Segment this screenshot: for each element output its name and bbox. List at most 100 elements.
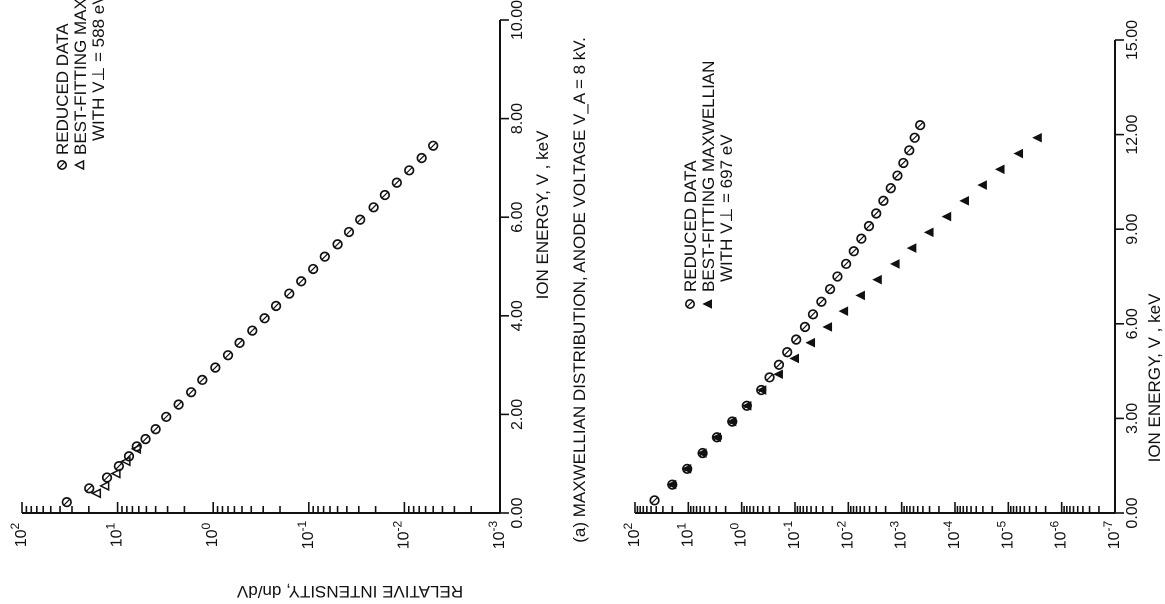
bottom-legend-label-reduced-data: REDUCED DATA: [681, 160, 700, 292]
bottom-x-tick-label: 9.00: [1124, 214, 1141, 245]
bottom-maxwellian-fit-point: [822, 322, 833, 332]
bottom-maxwellian-fit-point: [838, 306, 849, 316]
top-reduced-data-point: [222, 350, 234, 361]
bottom-y-tick-label: 10-1: [781, 520, 803, 549]
top-reduced-data-point: [234, 337, 245, 349]
bottom-maxwellian-fit-point: [741, 400, 752, 411]
bottom-reduced-data-point: [832, 271, 843, 282]
bottom-reduced-data-point: [816, 296, 827, 307]
top-caption: (a) MAXWELLIAN DISTRIBUTION, ANODE VOLTA…: [570, 37, 589, 543]
bottom-reduced-data-point: [799, 321, 811, 333]
bottom-maxwellian-fit-point: [1032, 132, 1042, 143]
top-reduced-data-point: [210, 362, 221, 373]
bottom-maxwellian-fit-point: [872, 274, 882, 285]
top-reduced-data-point: [355, 214, 366, 225]
bottom-reduced-data-point: [871, 208, 882, 219]
bottom-legend-label-best-fit: BEST-FITTING MAXWELLIAN: [699, 61, 718, 292]
top-y-tick-label: 102: [8, 522, 30, 547]
top-x-tick-label: 0.00: [509, 497, 526, 528]
bottom-y-tick-label: 101: [674, 522, 696, 547]
bottom-reduced-data-point: [807, 309, 819, 320]
top-x-tick-label: 8.00: [509, 103, 526, 134]
top-maxwellian-fit-point: [130, 443, 142, 455]
bottom-maxwellian-fit-point: [977, 180, 987, 190]
bottom-y-tick-label: 10-7: [1101, 520, 1123, 549]
top-reduced-data-point: [416, 152, 427, 164]
bottom-maxwellian-fit-point: [696, 448, 707, 458]
top-x-tick-label: 10.00: [509, 0, 526, 40]
bottom-reduced-data-point: [824, 283, 836, 295]
open-circle-marker-icon: [685, 299, 695, 309]
top-reduced-data-point: [140, 433, 151, 445]
bottom-y-tick-label: 10-2: [834, 520, 856, 549]
bottom-y-tick-label: 10-5: [994, 520, 1016, 549]
bottom-y-tick-label: 10-3: [888, 520, 910, 549]
bottom-y-ticks: 102 101 100 10-1 10-2 10-3 10-4 10-5 10-6 10-7: [621, 502, 1123, 549]
bottom-reduced-data-point: [773, 359, 785, 370]
top-y-tick-label: 10-3: [486, 520, 508, 549]
top-reduced-data-point: [113, 461, 125, 472]
top-y-tick-label: 10-1: [295, 520, 317, 549]
bottom-y-tick-label: 100: [728, 522, 750, 547]
bottom-maxwellian-fit-point: [923, 227, 934, 238]
top-reduced-data-point: [247, 325, 258, 336]
bottom-reduced-data-point: [915, 119, 926, 131]
top-reduced-data-point: [270, 300, 282, 312]
top-y-tick-label: 100: [199, 522, 221, 547]
bottom-data-marks: [649, 119, 1042, 506]
bottom-reduced-data-point: [904, 145, 915, 156]
bottom-x-tick-label: 15.00: [1124, 20, 1141, 60]
bottom-x-tick-label: 12.00: [1124, 114, 1141, 154]
bottom-x-ticks: 0.00 3.00 6.00 9.00 12.00 15.00: [1115, 20, 1141, 529]
bottom-reduced-data-point: [878, 195, 889, 206]
top-maxwellian-fit-point: [110, 468, 121, 479]
bottom-y-tick-label: 10-4: [941, 520, 963, 549]
top-reduced-data-point: [428, 140, 439, 151]
bottom-reduced-data-point: [863, 220, 875, 232]
bottom-maxwellian-fit-point: [959, 196, 969, 206]
top-reduced-data-point: [379, 189, 391, 201]
bottom-reduced-data-point: [885, 183, 896, 194]
top-y-ticks: 102 101 100 10-1 10-2 10-3: [8, 502, 508, 549]
top-x-tick-label: 4.00: [509, 300, 526, 331]
filled-triangle-marker-icon: [702, 299, 712, 309]
bottom-reduced-data-point: [898, 157, 909, 169]
top-reduced-data-point: [101, 472, 113, 483]
open-circle-marker-icon: [57, 160, 67, 170]
bottom-y-tick-label: 102: [621, 522, 643, 547]
top-legend: REDUCED DATA BEST-FITTING MAXWELLIAN WIT…: [53, 0, 108, 171]
bottom-reduced-data-point: [856, 233, 867, 244]
top-x-tick-label: 2.00: [509, 399, 526, 430]
triangle-marker-icon: [73, 159, 85, 171]
top-maxwellian-fit-point: [120, 456, 131, 467]
bottom-reduced-data-point: [840, 258, 852, 270]
bottom-reduced-data-point: [848, 246, 859, 257]
top-reduced-data-point: [319, 251, 330, 262]
bottom-maxwellian-fit-point: [994, 164, 1005, 175]
top-reduced-data-point: [173, 399, 184, 410]
top-reduced-data-point: [197, 374, 208, 386]
bottom-maxwellian-fit-point: [1013, 148, 1024, 159]
top-reduced-data-point: [343, 226, 355, 238]
bottom-legend-entry-reduced-data: REDUCED DATA: [681, 160, 700, 309]
top-reduced-data-point: [61, 497, 72, 508]
bottom-legend-entry-best-fit: BEST-FITTING MAXWELLIAN: [699, 61, 718, 309]
bottom-maxwellian-fit-point: [666, 479, 677, 490]
top-reduced-data-point: [368, 202, 379, 213]
top-x-tick-label: 6.00: [509, 202, 526, 233]
chart-bottom: 0.00 3.00 6.00 9.00 12.00 15.00 102 101 100 10-1…: [621, 20, 1164, 549]
bottom-maxwellian-fit-point: [941, 211, 952, 222]
bottom-reduced-data-point: [782, 347, 793, 358]
bottom-x-tick-label: 0.00: [1124, 497, 1141, 528]
top-x-axis-label: ION ENERGY, V , keV: [533, 130, 552, 299]
top-reduced-data-point: [150, 424, 161, 435]
bottom-maxwellian-fit-point: [773, 369, 783, 380]
top-reduced-data-point: [259, 313, 270, 324]
top-maxwellian-fit-point: [90, 488, 102, 499]
bottom-reduced-data-point: [892, 170, 903, 181]
bottom-maxwellian-fit-point: [855, 290, 865, 301]
bottom-x-axis-label: ION ENERGY, V , keV: [1145, 293, 1164, 462]
